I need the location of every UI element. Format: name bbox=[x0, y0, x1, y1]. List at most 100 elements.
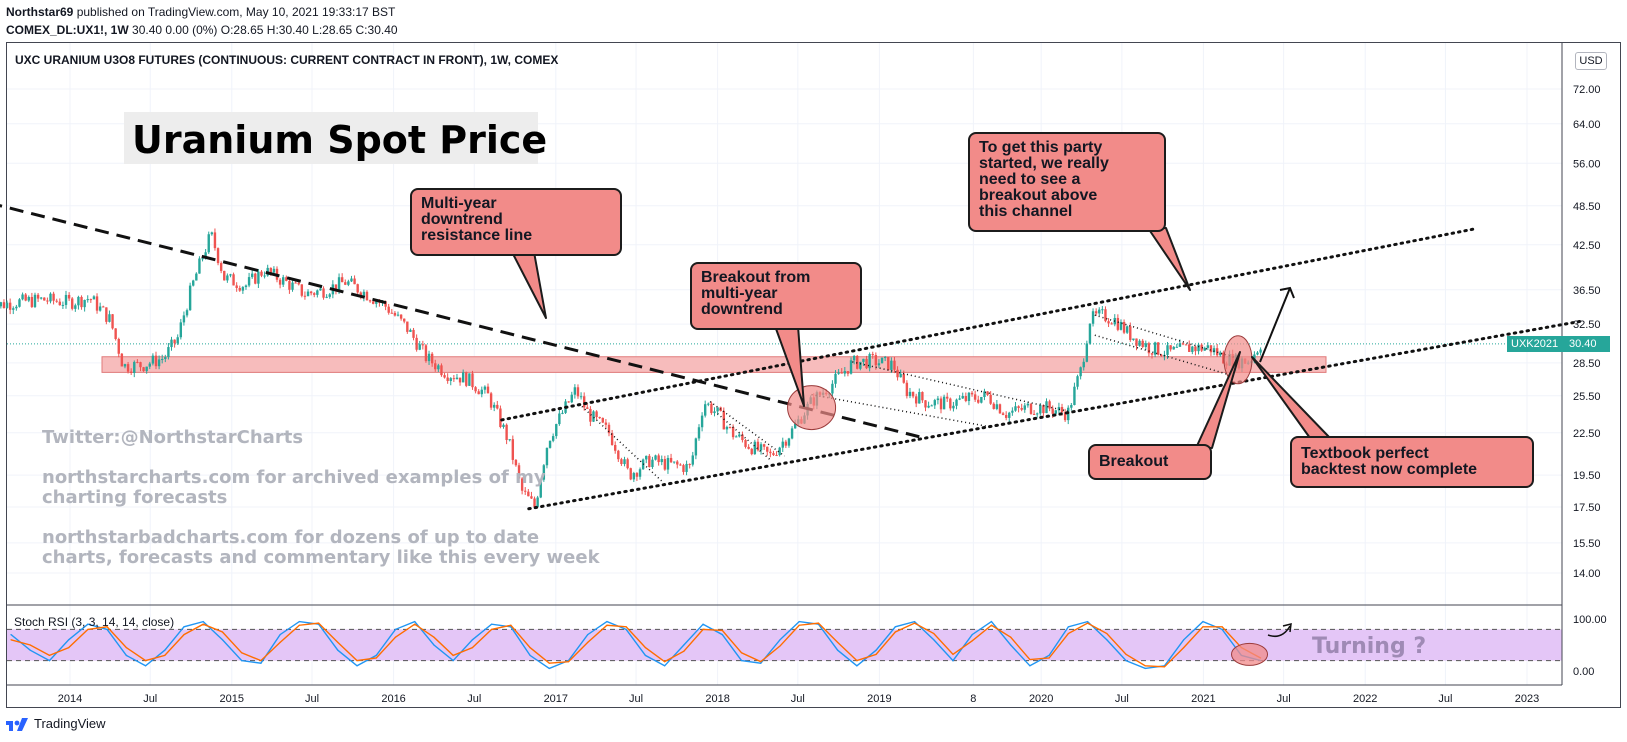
candle-body bbox=[39, 297, 43, 299]
candle-body bbox=[353, 278, 356, 285]
candle-body bbox=[399, 314, 403, 319]
candle-body bbox=[18, 299, 21, 307]
author-name[interactable]: Northstar69 bbox=[6, 5, 74, 19]
candle-body bbox=[83, 299, 86, 308]
tradingview-logo-icon bbox=[6, 717, 28, 731]
candle-body bbox=[1188, 344, 1191, 352]
candle-body bbox=[213, 232, 217, 249]
candle-body bbox=[967, 392, 971, 402]
candle-body bbox=[387, 306, 390, 313]
candle-body bbox=[555, 424, 558, 437]
candle-body bbox=[1157, 342, 1160, 355]
candle-body bbox=[12, 308, 15, 310]
currency-label[interactable]: USD bbox=[1575, 52, 1607, 70]
resistance-callout-tail bbox=[511, 251, 547, 319]
candle-body bbox=[443, 375, 446, 378]
x-tick-label: 2022 bbox=[1353, 693, 1377, 705]
candle-body bbox=[648, 455, 651, 468]
candle-body bbox=[257, 271, 260, 284]
party-l1: To get this party bbox=[979, 139, 1103, 156]
candle-body bbox=[614, 445, 617, 451]
candle-body bbox=[201, 258, 204, 260]
candle-body bbox=[337, 277, 341, 291]
candle-body bbox=[396, 314, 400, 316]
stoch-point-d bbox=[1163, 666, 1166, 668]
candle-body bbox=[638, 469, 642, 477]
candle-body bbox=[663, 459, 667, 470]
candle-body bbox=[1088, 323, 1092, 344]
candle-body bbox=[520, 478, 524, 491]
stoch-point-k bbox=[894, 626, 896, 628]
candle-body bbox=[285, 277, 288, 281]
candle-body bbox=[620, 459, 623, 465]
candle-body bbox=[626, 459, 629, 469]
candle-body bbox=[1042, 405, 1045, 414]
stoch-point-d bbox=[817, 622, 820, 624]
indicator-label[interactable]: Stoch RSI (3, 3, 14, 14, close) bbox=[14, 615, 175, 629]
stoch-point-k bbox=[164, 649, 166, 651]
candle-body bbox=[741, 434, 744, 441]
x-tick-label: Jul bbox=[1115, 693, 1129, 705]
candle-body bbox=[1032, 413, 1036, 415]
candle-body bbox=[949, 398, 952, 409]
candle-body bbox=[306, 291, 310, 297]
candle-body bbox=[961, 396, 964, 399]
candle-body bbox=[1256, 352, 1259, 355]
candle-body bbox=[1122, 321, 1126, 333]
candle-body bbox=[700, 415, 704, 428]
candle-body bbox=[1169, 345, 1172, 350]
resistance-callout: Multi-year downtrend resistance line bbox=[410, 188, 622, 256]
candle-body bbox=[114, 328, 117, 339]
stoch-point-k bbox=[856, 665, 858, 667]
stoch-point-d bbox=[164, 654, 166, 657]
candle-body bbox=[2, 302, 6, 308]
y-tick-label: 15.50 bbox=[1573, 538, 1601, 550]
footer[interactable]: TradingView bbox=[6, 716, 106, 731]
stoch-point-d bbox=[779, 645, 781, 647]
candle-body bbox=[735, 436, 738, 438]
candle-body bbox=[924, 400, 927, 408]
candle-body bbox=[977, 399, 980, 403]
candle-body bbox=[136, 361, 139, 363]
candle-body bbox=[204, 252, 207, 259]
stoch-point-d bbox=[452, 654, 454, 657]
candle-body bbox=[1129, 326, 1132, 340]
candle-body bbox=[1209, 345, 1213, 353]
candle-body bbox=[309, 291, 313, 294]
stoch-point-k bbox=[529, 654, 531, 657]
twitter-watermark: Twitter:@NorthstarCharts bbox=[42, 427, 304, 448]
candle-body bbox=[1048, 401, 1051, 409]
candle-body bbox=[260, 271, 263, 276]
stoch-point-k bbox=[721, 634, 723, 636]
candle-body bbox=[129, 371, 133, 373]
candle-body bbox=[489, 393, 493, 408]
candle-body bbox=[1212, 348, 1216, 353]
stoch-point-d bbox=[68, 647, 70, 649]
symbol-line: COMEX_DL:UX1!, 1W bbox=[6, 23, 129, 37]
candle-body bbox=[756, 441, 760, 451]
candle-body bbox=[527, 491, 530, 497]
party-callout-tail bbox=[1147, 227, 1191, 291]
candle-body bbox=[409, 329, 412, 332]
candle-body bbox=[278, 279, 282, 285]
candle-body bbox=[725, 426, 729, 430]
candle-body bbox=[418, 344, 421, 350]
stoch-point-k bbox=[779, 639, 781, 641]
candle-body bbox=[1147, 343, 1151, 354]
candle-body bbox=[1110, 323, 1113, 325]
candle-body bbox=[480, 389, 483, 395]
candle-body bbox=[1222, 352, 1225, 364]
candle-body bbox=[676, 461, 679, 465]
candle-body bbox=[511, 439, 515, 460]
x-tick-label: 2020 bbox=[1029, 693, 1053, 705]
candle-body bbox=[989, 394, 992, 404]
candle-body bbox=[660, 459, 663, 463]
candle-body bbox=[517, 465, 521, 479]
candle-body bbox=[1014, 406, 1017, 411]
candle-body bbox=[176, 337, 179, 344]
candle-body bbox=[499, 408, 502, 428]
candle-body bbox=[1082, 361, 1085, 368]
candle-body bbox=[412, 329, 415, 338]
candle-body bbox=[244, 285, 248, 288]
